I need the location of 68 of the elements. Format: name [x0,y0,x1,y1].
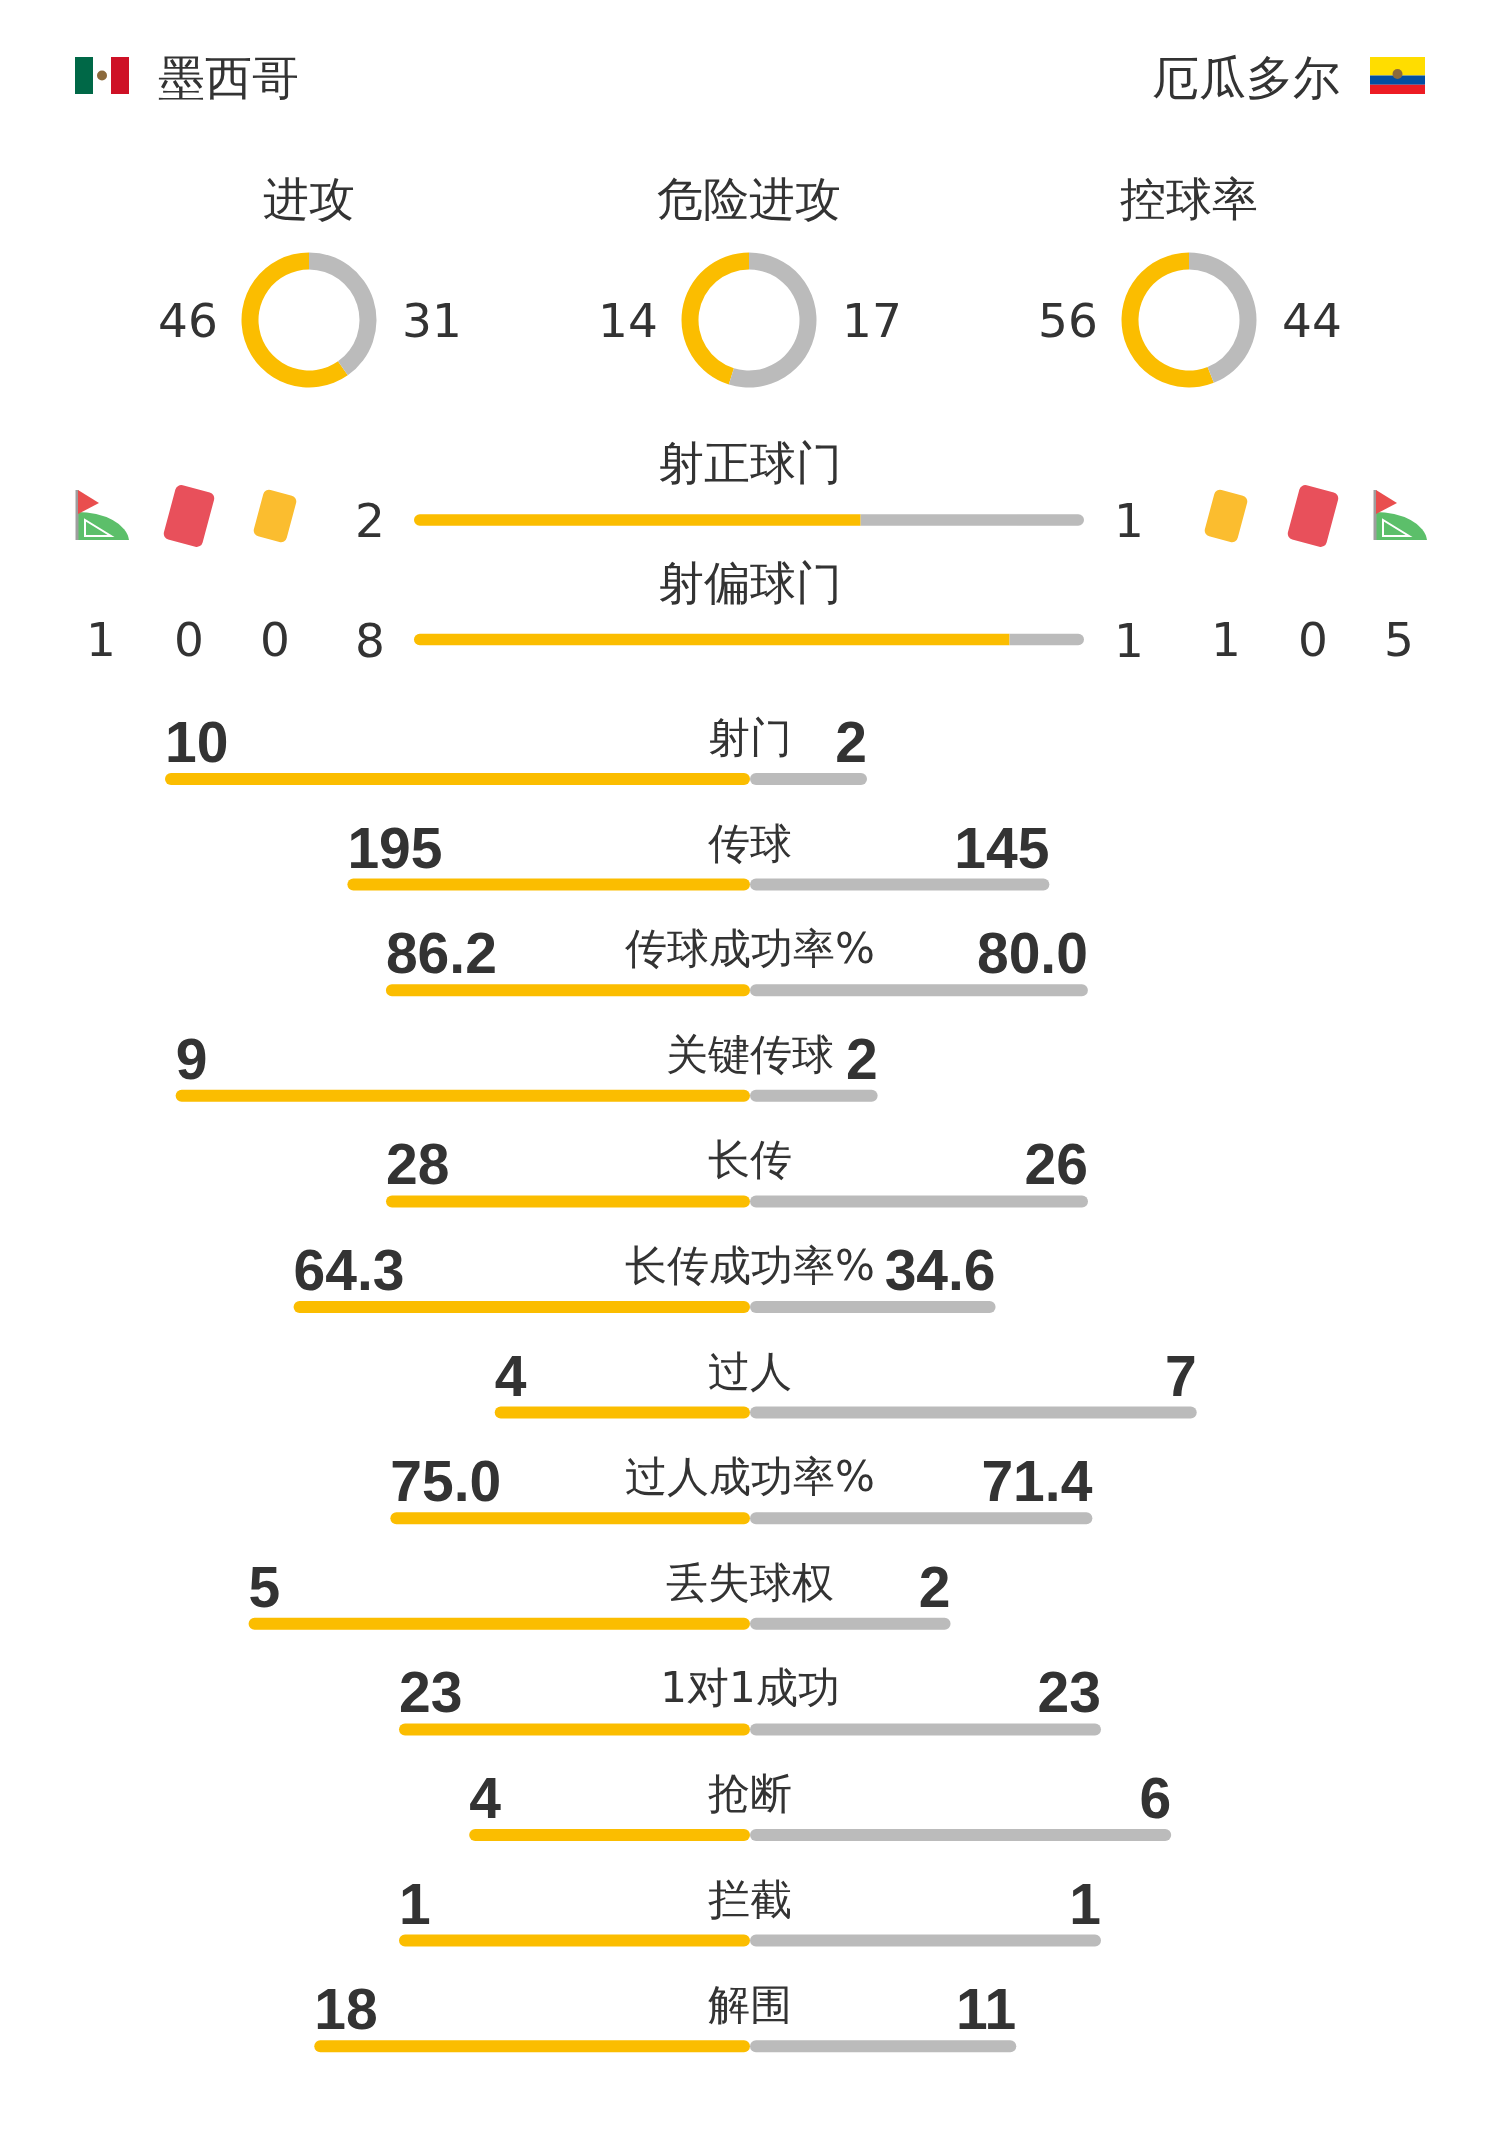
y-tick-label: 拦截 [708,1874,792,1924]
y-tick-label: 解围 [708,1979,792,2029]
y-tick-label: 抢断 [708,1768,792,1818]
data-label: 64.3 [293,1238,405,1302]
data-label: 26 [1024,1132,1088,1197]
data-label: 34.6 [884,1238,996,1302]
y-tick-label: 传球成功率% [625,923,875,973]
data-label: 2 [918,1554,951,1619]
data-label: 4 [469,1766,502,1830]
data-label: 17 [842,292,902,348]
data-label: 1 [1069,1871,1101,1936]
donut-slice [1121,252,1214,388]
data-label: 80.0 [976,921,1088,986]
data-label: 46 [158,292,218,348]
data-label: 5 [248,1554,281,1619]
donut-slice [728,252,817,388]
y-tick-label: 传球 [708,818,792,868]
data-label: 10 [165,710,229,774]
data-label: 11 [956,1977,1017,2042]
text: 0 [1298,611,1328,667]
data-label: 86.2 [385,921,497,986]
chart-title: 进攻 [263,172,355,226]
donut-slice [309,252,377,376]
y-tick-label: 1对1成功 [660,1662,840,1712]
data-label: 2 [845,1026,878,1091]
donut-slice [681,252,749,385]
data-label: 23 [399,1660,463,1725]
donut-slice [1189,252,1257,383]
y-tick-label: 射偏球门 [658,555,842,610]
data-label: 2 [835,710,867,774]
y-tick-label: 长传 [708,1134,792,1184]
y-tick-label: 射正球门 [658,436,842,490]
chart-title: 危险进攻 [657,172,841,226]
data-label: 14 [598,292,658,348]
data-label: 195 [347,815,443,880]
text: 1 [1211,611,1241,667]
y-tick-label: 长传成功率% [625,1240,875,1290]
text: 墨西哥 [158,49,299,105]
data-label: 6 [1139,1766,1172,1830]
y-tick-label: 关键传球 [666,1029,834,1079]
data-label: 4 [494,1343,527,1408]
annotation: 0 [260,611,290,667]
y-tick-label: 射门 [708,712,792,762]
data-label: 7 [1165,1343,1197,1408]
donut-slice [241,252,348,388]
data-label: 28 [386,1132,450,1197]
data-label: 9 [175,1026,208,1091]
y-tick-label: 过人 [708,1346,792,1396]
data-label: 44 [1282,292,1342,348]
data-label: 1 [1114,492,1144,548]
text: 5 [1384,611,1414,667]
y-tick-label: 丢失球权 [666,1557,834,1607]
data-label: 31 [402,292,462,348]
data-label: 18 [314,1977,378,2042]
text: 1 [86,611,116,667]
y-tick-label: 过人成功率% [625,1451,875,1501]
data-label: 8 [355,612,385,667]
data-label: 75.0 [390,1449,502,1514]
data-label: 56 [1038,292,1098,348]
text: 厄瓜多尔 [1152,49,1340,105]
data-label: 23 [1037,1660,1101,1725]
data-label: 145 [954,815,1050,880]
chart-title: 控球率 [1120,172,1258,226]
data-label: 1 [1114,612,1144,667]
data-label: 1 [399,1871,431,1936]
data-label: 71.4 [981,1449,1093,1514]
data-label: 2 [355,492,385,548]
annotation: 0 [174,611,204,667]
